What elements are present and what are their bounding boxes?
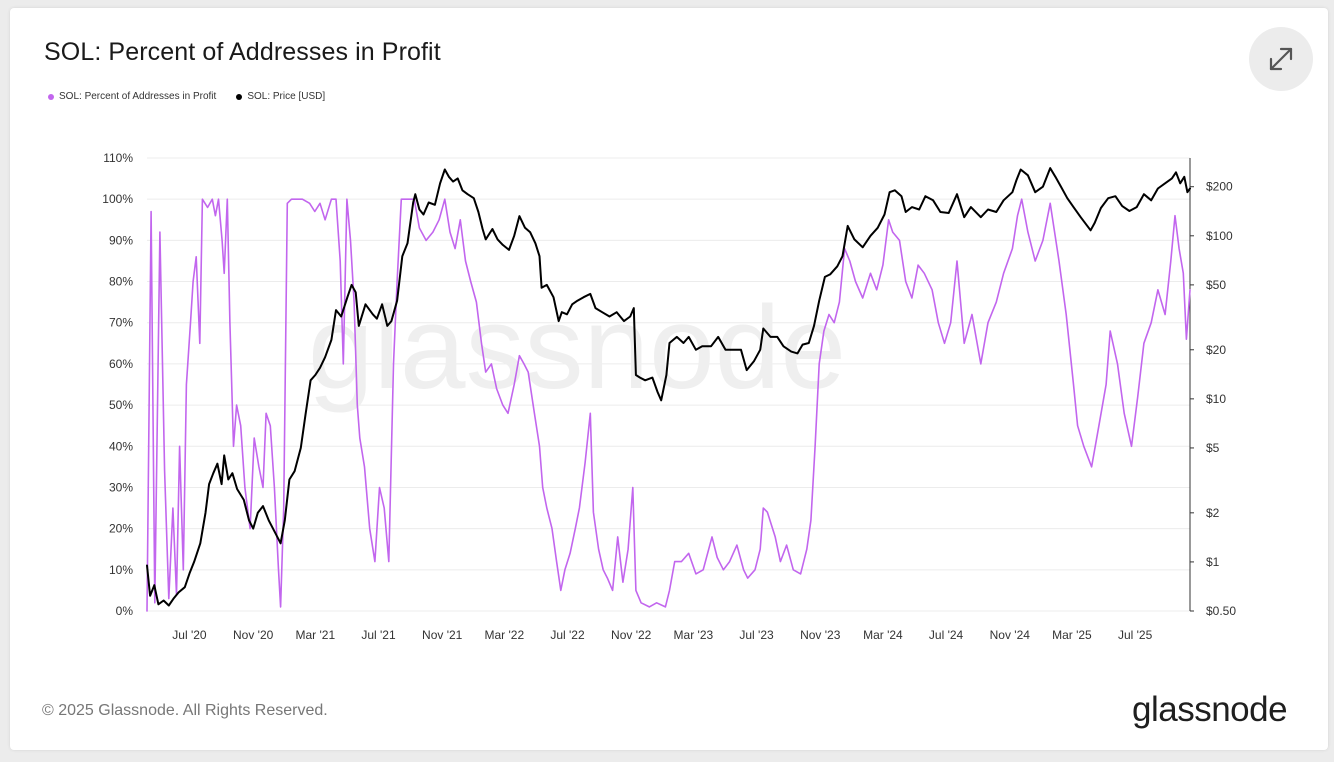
y-left-tick-label: 90% xyxy=(109,233,133,247)
x-tick-label: Mar '25 xyxy=(1052,628,1092,642)
footer-copyright: © 2025 Glassnode. All Rights Reserved. xyxy=(42,702,328,719)
y-right-tick-label: $1 xyxy=(1206,555,1220,569)
expand-button[interactable] xyxy=(1249,27,1313,91)
chart-card: SOL: Percent of Addresses in Profit SOL:… xyxy=(10,8,1328,750)
legend-label-price: SOL: Price [USD] xyxy=(247,91,326,102)
y-left-tick-label: 100% xyxy=(102,192,133,206)
x-tick-label: Mar '23 xyxy=(674,628,714,642)
y-left-tick-label: 40% xyxy=(109,439,133,453)
x-tick-label: Nov '20 xyxy=(233,628,274,642)
x-tick-label: Nov '21 xyxy=(422,628,463,642)
y-left-tick-label: 30% xyxy=(109,480,133,494)
y-left-tick-label: 110% xyxy=(103,151,133,165)
y-right-tick-label: $0.50 xyxy=(1206,604,1236,618)
legend-swatch-price xyxy=(236,93,243,100)
y-right-tick-label: $20 xyxy=(1206,343,1226,357)
series-line-price xyxy=(146,167,1191,607)
y-right-tick-label: $50 xyxy=(1206,278,1226,292)
y-left-tick-label: 80% xyxy=(109,275,133,289)
series-line-profit xyxy=(146,198,1191,612)
x-tick-label: Mar '21 xyxy=(295,628,335,642)
y-left-tick-label: 50% xyxy=(109,398,133,412)
y-left-tick-label: 0% xyxy=(116,604,134,618)
y-left-tick-label: 60% xyxy=(109,357,133,371)
y-left-tick-label: 10% xyxy=(109,563,133,577)
glassnode-logo[interactable]: glassnode xyxy=(1132,690,1288,729)
y-left-tick-label: 20% xyxy=(109,522,133,536)
legend-item-price[interactable]: SOL: Price [USD] xyxy=(236,91,325,102)
x-tick-label: Jul '22 xyxy=(550,628,585,642)
y-right-tick-label: $100 xyxy=(1206,229,1233,243)
x-tick-label: Nov '22 xyxy=(611,628,652,642)
legend-label-profit: SOL: Percent of Addresses in Profit xyxy=(59,91,217,102)
x-tick-label: Jul '21 xyxy=(361,628,396,642)
y-right-tick-label: $5 xyxy=(1206,441,1220,455)
legend-swatch-profit xyxy=(48,93,54,100)
x-tick-label: Jul '23 xyxy=(739,628,774,642)
chart-title: SOL: Percent of Addresses in Profit xyxy=(44,38,441,66)
y-right-tick-label: $2 xyxy=(1206,506,1220,520)
x-tick-label: Nov '24 xyxy=(990,628,1031,642)
axes: 0% 10% 20% 30% 40% 50% 60% 70% 80% 90% 100% 110% $0.… xyxy=(102,151,1236,642)
x-tick-label: Jul '25 xyxy=(1118,628,1153,642)
y-right-tick-label: $10 xyxy=(1206,392,1226,406)
x-tick-label: Jul '24 xyxy=(929,628,964,642)
x-tick-label: Jul '20 xyxy=(172,628,207,642)
x-tick-label: Nov '23 xyxy=(800,628,841,642)
chart-watermark: glassnode xyxy=(308,282,846,414)
x-tick-label: Mar '22 xyxy=(485,628,525,642)
series xyxy=(146,167,1191,612)
x-tick-label: Mar '24 xyxy=(863,628,903,642)
y-right-tick-label: $200 xyxy=(1206,180,1233,194)
y-left-tick-label: 70% xyxy=(109,316,133,330)
chart-legend: SOL: Percent of Addresses in Profit SOL:… xyxy=(48,91,325,102)
legend-item-profit[interactable]: SOL: Percent of Addresses in Profit xyxy=(48,91,216,102)
expand-arrows-icon xyxy=(1269,47,1293,71)
chart-plot[interactable]: glassnode 0% 10% 20% 30% 40% 50% 60% 70% 80% 90% 1… xyxy=(10,8,1328,658)
